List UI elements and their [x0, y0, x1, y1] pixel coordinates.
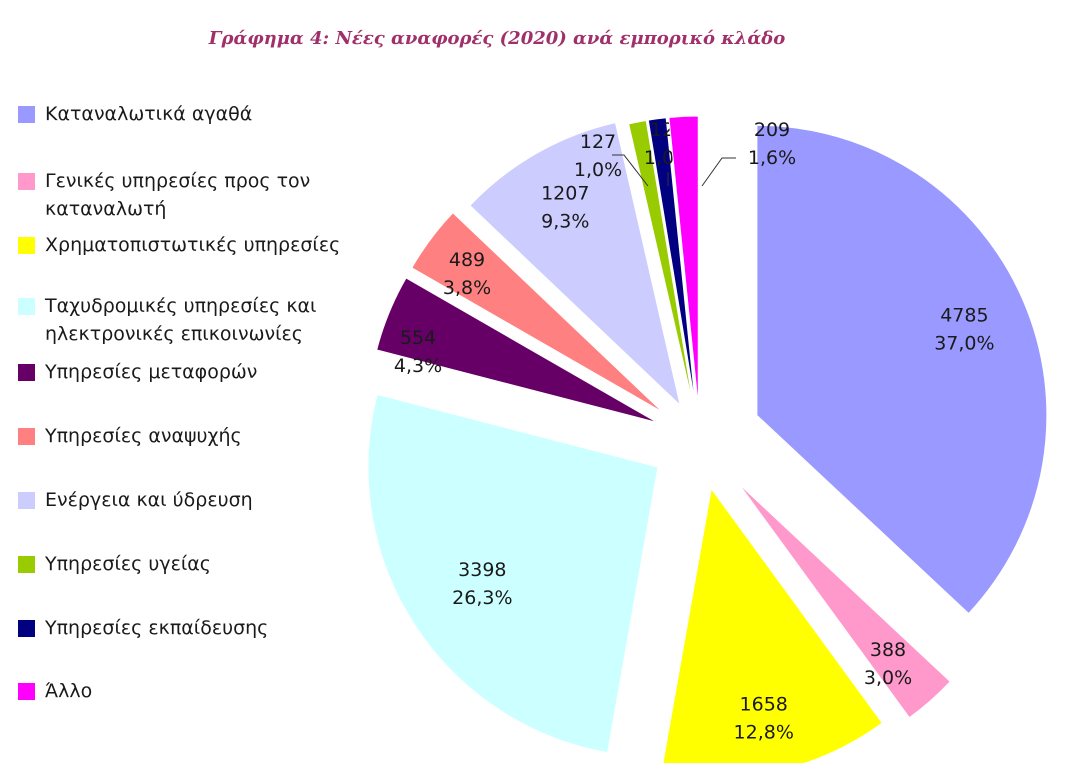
- pie-slice: [756, 124, 1048, 615]
- pie-slice: [376, 277, 658, 424]
- slice-value-label: 489: [449, 249, 485, 271]
- legend-label: Υπηρεσίες υγείας: [45, 553, 211, 575]
- legend-label: Χρηματοπιστωτικές υπηρεσίες: [45, 234, 341, 256]
- legend-label: Υπηρεσίες μεταφορών: [45, 361, 258, 383]
- pie-slice: [628, 119, 694, 407]
- legend-swatch: [18, 106, 35, 123]
- slice-percent-label: 26,3%: [452, 587, 512, 609]
- leader-line: [612, 154, 649, 187]
- legend-swatch: [18, 298, 35, 315]
- slice-percent-label: 1,6%: [748, 147, 796, 169]
- pie-slice: [469, 121, 682, 407]
- legend-swatch: [18, 492, 35, 509]
- slice-percent-label: 12,8%: [734, 722, 794, 744]
- legend-swatch: [18, 237, 35, 254]
- legend-label: Ταχυδρομικές υπηρεσίες και ηλεκτρονικές …: [45, 295, 317, 345]
- slice-value-label: 3398: [458, 559, 506, 581]
- legend-label: Υπηρεσίες αναψυχής: [45, 425, 242, 447]
- slice-value-label: 127: [580, 131, 616, 153]
- pie-slice: [668, 115, 699, 407]
- slice-value-label: 1658: [740, 694, 788, 716]
- legend-label: Υπηρεσίες εκπαίδευσης: [45, 617, 269, 639]
- slice-percent-label: 1,0%: [574, 159, 622, 181]
- slice-percent-label: 3,0%: [864, 667, 912, 689]
- slice-value-label: 1207: [541, 183, 589, 205]
- pie-slice: [367, 393, 659, 754]
- slice-percent-label: 37,0%: [934, 332, 994, 354]
- pie-slice: [662, 487, 883, 763]
- legend-swatch: [18, 683, 35, 700]
- legend-swatch: [18, 428, 35, 445]
- legend-swatch: [18, 364, 35, 381]
- legend-swatch: [18, 556, 35, 573]
- slice-value-label: 388: [870, 639, 906, 661]
- pie-slice: [647, 117, 697, 407]
- chart-title: Γράφημα 4: Νέες αναφορές (2020) ανά εμπο…: [208, 28, 786, 49]
- legend-label: Ενέργεια και ύδρευση: [45, 489, 253, 511]
- legend-label: Άλλο: [45, 680, 93, 702]
- legend-swatch: [18, 620, 35, 637]
- slice-percent-label: 4,3%: [394, 355, 442, 377]
- legend-label: Γενικές υπηρεσίες προς τον καταναλωτή: [45, 170, 311, 220]
- slice-value-label: 4785: [940, 304, 988, 326]
- leader-line: [701, 157, 736, 187]
- slice-percent-label: 9,3%: [541, 211, 589, 233]
- pie-slice: [738, 483, 951, 719]
- slice-percent-label: 3,8%: [443, 277, 491, 299]
- legend-label: Καταναλωτικά αγαθά: [45, 103, 253, 125]
- pie-slice: [411, 212, 664, 413]
- slice-value-label: 554: [400, 327, 436, 349]
- legend-swatch: [18, 173, 35, 190]
- slice-value-label: 209: [754, 119, 790, 141]
